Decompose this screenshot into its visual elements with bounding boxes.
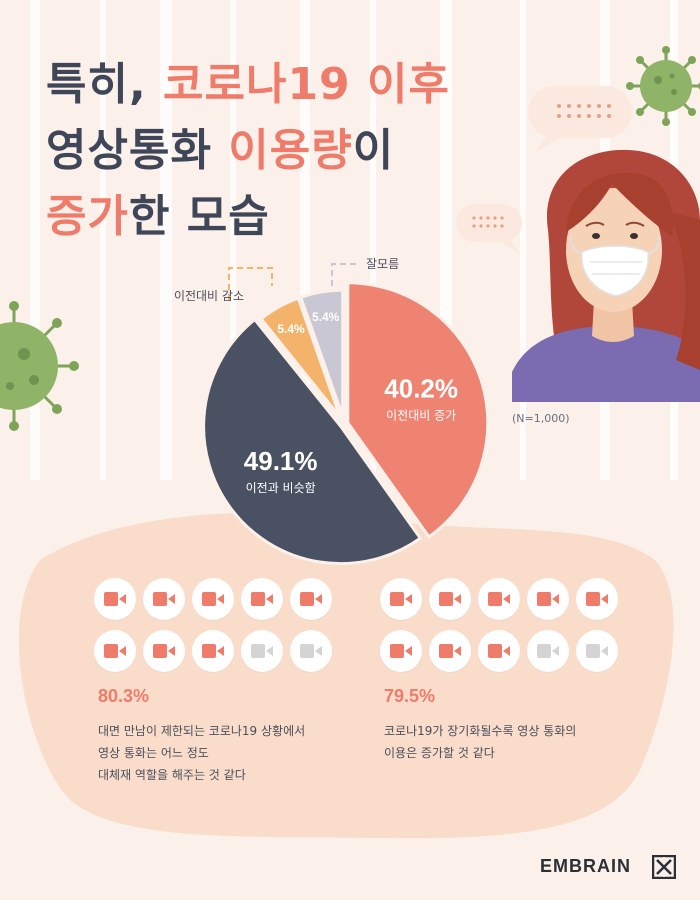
pie-category-label: 잘모름 <box>366 257 399 271</box>
video-camera-icon <box>527 578 569 620</box>
pie-category-label: 이전대비 감소 <box>174 289 244 303</box>
video-camera-icon <box>94 630 136 672</box>
video-camera-icon <box>94 578 136 620</box>
brand-logo-text: EMBRAIN <box>540 856 631 876</box>
pie-slice-unknown <box>298 288 345 417</box>
pie-value-label: 5.4% <box>277 322 305 336</box>
pie-value-label: 40.2% <box>384 373 458 403</box>
pie-value-label: 5.4% <box>312 310 340 324</box>
pie-slice-increase <box>346 281 490 539</box>
pie-category-label: 이전대비 증가 <box>386 408 456 422</box>
stat-line: 대체재 역할을 해주는 것 같다 <box>98 768 246 782</box>
pie-category-label: 이전과 비슷함 <box>246 481 316 495</box>
embrain-logo-mark <box>652 855 676 879</box>
pie-value-label: 49.1% <box>244 446 318 476</box>
video-camera-icon <box>241 578 283 620</box>
stat-description-left: 대면 만남이 제한되는 코로나19 상황에서 영상 통화는 어느 정도 대체재 … <box>98 720 305 786</box>
video-camera-icon <box>290 578 332 620</box>
video-icon-grid-right <box>380 578 620 674</box>
sample-size-note: (N=1,000) <box>512 412 570 425</box>
video-camera-icon <box>478 578 520 620</box>
pie-slice-decrease <box>258 296 342 418</box>
stat-percent-right: 79.5% <box>384 686 436 706</box>
video-camera-icon <box>143 578 185 620</box>
pie-slices <box>202 281 490 566</box>
video-camera-icon <box>576 630 618 672</box>
title-line-2: 영상통화 이용량이 <box>46 125 395 176</box>
stat-percent-left: 80.3% <box>98 686 150 706</box>
video-camera-icon <box>380 578 422 620</box>
pie-labels: 40.2% 이전대비 증가 49.1% 이전과 비슷함 5.4% 이전대비 감소 5.4% 잘… <box>174 257 458 495</box>
title-line-1: 특히, 코로나19 이후 <box>46 59 450 110</box>
video-camera-icon <box>143 630 185 672</box>
video-camera-icon <box>429 630 471 672</box>
video-icon-grid-left <box>94 578 334 674</box>
video-camera-icon <box>527 630 569 672</box>
stat-line: 코로나19가 장기화될수록 영상 통화의 <box>384 724 577 738</box>
video-camera-icon <box>290 630 332 672</box>
video-camera-icon <box>192 630 234 672</box>
pie-callouts <box>228 263 360 300</box>
stat-description-right: 코로나19가 장기화될수록 영상 통화의 이용은 증가할 것 같다 <box>384 720 576 764</box>
video-camera-icon <box>429 578 471 620</box>
stat-line: 대면 만남이 제한되는 코로나19 상황에서 <box>98 724 306 738</box>
stat-line: 영상 통화는 어느 정도 <box>98 746 209 760</box>
stat-line: 이용은 증가할 것 같다 <box>384 746 495 760</box>
video-camera-icon <box>576 578 618 620</box>
callout-line-unknown <box>331 263 360 286</box>
callout-line-decrease <box>228 267 273 300</box>
pie-slice-same <box>202 317 423 566</box>
video-camera-icon <box>192 578 234 620</box>
title-line-3: 증가한 모습 <box>46 191 270 242</box>
video-camera-icon <box>380 630 422 672</box>
video-camera-icon <box>241 630 283 672</box>
video-camera-icon <box>478 630 520 672</box>
